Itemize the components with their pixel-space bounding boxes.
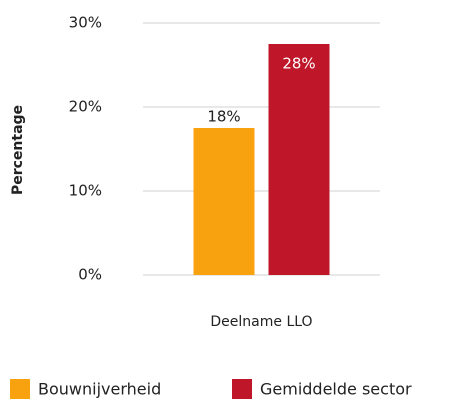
data-label: 28% (282, 55, 315, 73)
bar (268, 44, 330, 275)
y-tick-label: 30% (69, 14, 102, 32)
bar (193, 128, 255, 275)
x-tick-label: Deelname LLO (210, 314, 312, 330)
y-axis-label: Percentage (10, 105, 26, 195)
legend-label: Bouwnijverheid (38, 380, 161, 399)
legend-label: Gemiddelde sector (260, 380, 412, 399)
y-tick-label: 10% (69, 182, 102, 200)
y-tick-label: 20% (69, 98, 102, 116)
legend-swatch (232, 379, 252, 399)
data-label: 18% (207, 108, 240, 126)
y-tick-label: 0% (78, 266, 102, 284)
legend-swatch (10, 379, 30, 399)
